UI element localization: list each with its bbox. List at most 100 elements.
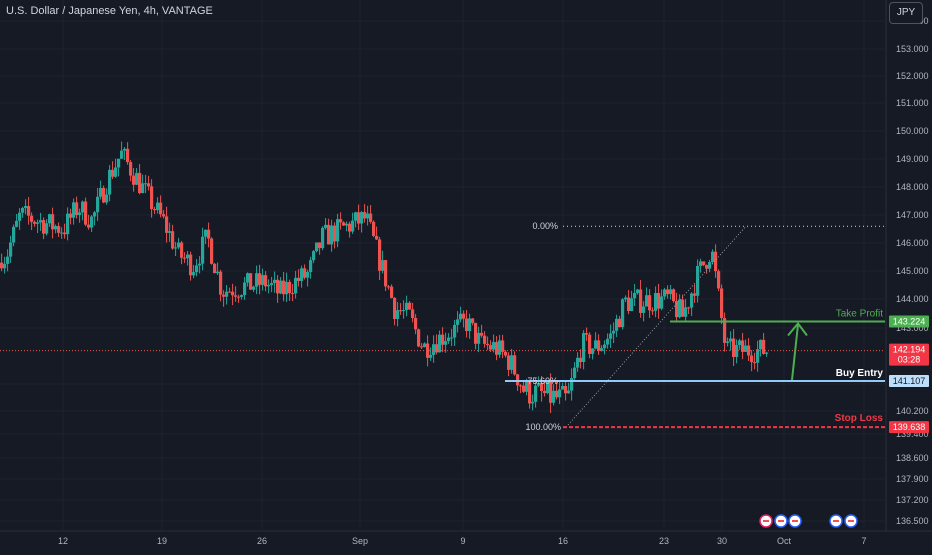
overlays: 0.00% 75.60% 100.00% Take Profit Buy Entry St… <box>0 221 885 528</box>
candle-body <box>720 288 724 319</box>
candle-body <box>216 271 220 274</box>
price-tick-label: 147.000 <box>896 210 929 220</box>
candle-body <box>555 390 559 398</box>
time-axis-panel <box>0 531 932 550</box>
candle-body <box>30 215 34 222</box>
candle-body <box>477 332 481 344</box>
candle-body <box>582 333 586 363</box>
currency-button[interactable]: JPY <box>889 2 923 24</box>
candle-body <box>60 232 64 234</box>
candle-body <box>594 340 598 349</box>
candle-body <box>243 282 247 296</box>
candle-body <box>630 298 634 312</box>
candle-body <box>51 214 55 230</box>
candle-body <box>453 324 457 338</box>
candle-body <box>321 227 325 249</box>
candle-body <box>231 291 235 296</box>
candle-body <box>66 213 70 235</box>
candle-body <box>735 345 739 357</box>
candle-body <box>351 220 355 232</box>
candle-body <box>204 229 208 237</box>
candle-body <box>669 289 673 295</box>
candle-body <box>153 209 157 211</box>
grid <box>0 0 885 530</box>
stop-loss-label: Stop Loss <box>835 413 884 424</box>
candle-body <box>42 220 46 234</box>
candle-body <box>180 242 184 258</box>
candle-body <box>489 345 493 350</box>
take-profit-price-tag <box>889 315 929 328</box>
candle-body <box>603 344 607 349</box>
candle-body <box>234 295 238 297</box>
time-tick-label: 23 <box>659 536 669 546</box>
candle-body <box>228 291 232 293</box>
candle-body <box>762 339 766 354</box>
candle-body <box>102 188 106 203</box>
candle-body <box>54 226 58 230</box>
candle-body <box>624 297 628 300</box>
price-tick-label: 144.000 <box>896 294 929 304</box>
candle-body <box>507 355 511 370</box>
candle-body <box>186 254 190 259</box>
candle-body <box>147 183 151 187</box>
time-tick-label: 16 <box>558 536 568 546</box>
candle-body <box>396 310 400 319</box>
candle-body <box>333 225 337 242</box>
candle-body <box>495 342 499 355</box>
candle-body <box>504 351 508 356</box>
candle-body <box>717 271 721 289</box>
candle-body <box>687 307 691 309</box>
candle-body <box>363 212 367 219</box>
candle-body <box>222 294 226 297</box>
candle-body <box>384 260 388 287</box>
candle-body <box>57 226 61 233</box>
candle-body <box>171 231 175 249</box>
candle-body <box>69 213 73 218</box>
candle-body <box>339 219 343 223</box>
candle-body <box>471 318 475 323</box>
candle-body <box>198 263 202 266</box>
current-price-tag <box>889 343 929 366</box>
candle-body <box>747 345 751 356</box>
candle-body <box>36 222 40 224</box>
candle-countdown-label: 03:28 <box>898 355 921 365</box>
candle-body <box>165 216 169 233</box>
candle-body <box>366 213 370 219</box>
candle-body <box>666 289 670 295</box>
price-tick-label: 140.200 <box>896 406 929 416</box>
time-tick-label: 7 <box>861 536 866 546</box>
candle-body <box>546 381 550 394</box>
candle-body <box>561 386 565 390</box>
candle-body <box>246 273 250 283</box>
candle-body <box>63 232 67 235</box>
candle-body <box>108 169 112 195</box>
candle-body <box>90 216 94 228</box>
candle-body <box>549 381 553 403</box>
candle-body <box>210 238 214 264</box>
candle-body <box>252 286 256 290</box>
candle-body <box>732 338 736 357</box>
candle-body <box>6 256 10 264</box>
price-tick-label: 139.400 <box>896 429 929 439</box>
candle-body <box>765 352 769 354</box>
time-tick-label: 12 <box>58 536 68 546</box>
candle-body <box>600 348 604 351</box>
candle-body <box>105 194 109 203</box>
candle-body <box>282 280 286 295</box>
candle-body <box>372 221 376 236</box>
candle-body <box>726 341 730 343</box>
candle-body <box>708 262 712 269</box>
candle-body <box>564 386 568 394</box>
candle-body <box>201 236 205 264</box>
candle-body <box>459 313 463 320</box>
candle-body <box>3 263 7 269</box>
candle-body <box>213 263 217 274</box>
buy-entry-label: Buy Entry <box>836 368 884 379</box>
fib-label-75: 75.60% <box>527 376 558 386</box>
candle-body <box>81 201 85 213</box>
candle-body <box>294 277 298 294</box>
candle-body <box>15 220 19 227</box>
candle-body <box>498 340 502 355</box>
